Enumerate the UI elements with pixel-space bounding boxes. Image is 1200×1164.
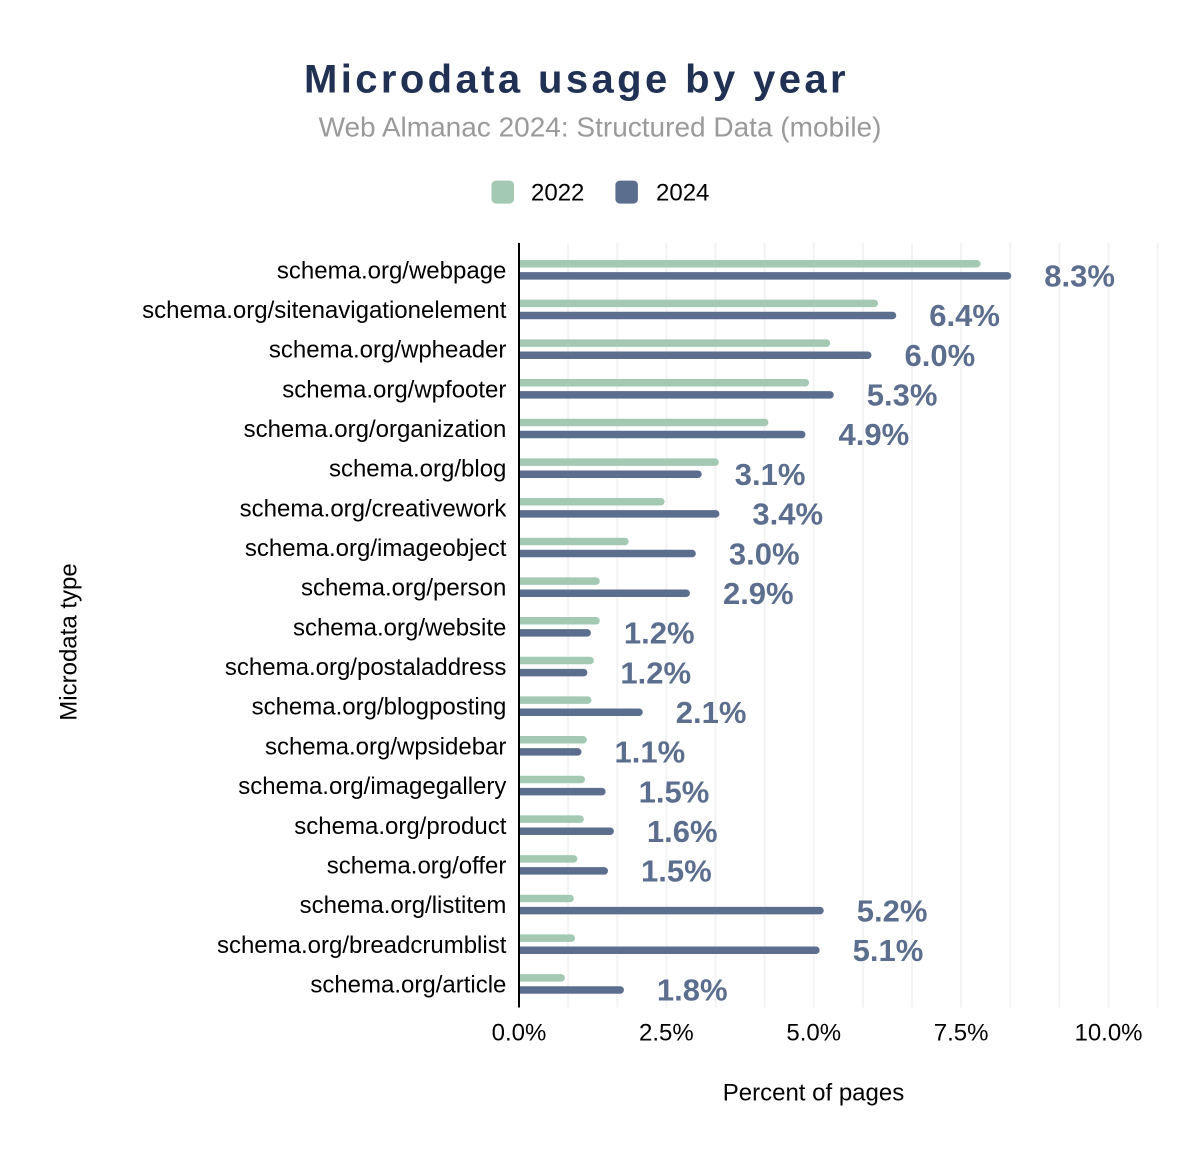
svg-text:schema.org/person: schema.org/person	[301, 575, 506, 602]
svg-text:Microdata usage by year: Microdata usage by year	[304, 58, 849, 102]
svg-text:5.1%: 5.1%	[853, 933, 924, 968]
svg-text:schema.org/imageobject: schema.org/imageobject	[245, 535, 507, 562]
svg-text:1.5%: 1.5%	[639, 774, 710, 809]
svg-text:schema.org/creativework: schema.org/creativework	[240, 495, 508, 522]
svg-text:schema.org/sitenavigationeleme: schema.org/sitenavigationelement	[142, 297, 507, 324]
svg-text:3.1%: 3.1%	[735, 457, 806, 492]
svg-text:Microdata type: Microdata type	[56, 563, 83, 720]
svg-text:1.1%: 1.1%	[614, 735, 685, 770]
svg-text:schema.org/wpfooter: schema.org/wpfooter	[282, 376, 506, 403]
svg-text:2.1%: 2.1%	[676, 695, 747, 730]
svg-text:schema.org/article: schema.org/article	[310, 971, 506, 998]
svg-text:schema.org/offer: schema.org/offer	[327, 852, 507, 879]
svg-text:schema.org/postaladdress: schema.org/postaladdress	[225, 654, 506, 681]
svg-text:4.9%: 4.9%	[839, 417, 910, 452]
svg-text:7.5%: 7.5%	[934, 1019, 989, 1046]
svg-text:2024: 2024	[656, 180, 709, 207]
svg-text:5.0%: 5.0%	[786, 1019, 841, 1046]
svg-text:5.3%: 5.3%	[867, 378, 938, 413]
svg-text:1.2%: 1.2%	[620, 655, 691, 690]
svg-text:6.0%: 6.0%	[905, 338, 976, 373]
svg-text:Percent of pages: Percent of pages	[723, 1080, 904, 1107]
svg-text:schema.org/website: schema.org/website	[293, 614, 506, 641]
svg-text:3.4%: 3.4%	[752, 497, 823, 532]
svg-text:schema.org/wpheader: schema.org/wpheader	[269, 337, 506, 364]
svg-text:0.0%: 0.0%	[492, 1019, 547, 1046]
svg-text:8.3%: 8.3%	[1044, 259, 1115, 294]
svg-text:schema.org/breadcrumblist: schema.org/breadcrumblist	[217, 932, 507, 959]
svg-text:10.0%: 10.0%	[1074, 1019, 1142, 1046]
svg-text:6.4%: 6.4%	[929, 298, 1000, 333]
svg-text:2022: 2022	[531, 180, 584, 207]
svg-text:1.5%: 1.5%	[641, 854, 712, 889]
svg-text:2.9%: 2.9%	[723, 576, 794, 611]
svg-text:1.6%: 1.6%	[647, 814, 718, 849]
svg-text:schema.org/product: schema.org/product	[294, 813, 506, 840]
svg-text:schema.org/wpsidebar: schema.org/wpsidebar	[265, 733, 506, 760]
svg-text:schema.org/blogposting: schema.org/blogposting	[252, 694, 507, 721]
svg-text:schema.org/organization: schema.org/organization	[244, 416, 507, 443]
svg-text:1.8%: 1.8%	[657, 973, 728, 1008]
svg-text:1.2%: 1.2%	[624, 616, 695, 651]
svg-text:3.0%: 3.0%	[729, 536, 800, 571]
svg-text:5.2%: 5.2%	[857, 893, 928, 928]
svg-text:schema.org/imagegallery: schema.org/imagegallery	[238, 773, 506, 800]
svg-text:schema.org/webpage: schema.org/webpage	[277, 257, 506, 284]
svg-text:2.5%: 2.5%	[639, 1019, 694, 1046]
svg-text:schema.org/blog: schema.org/blog	[329, 456, 506, 483]
svg-text:schema.org/listitem: schema.org/listitem	[300, 892, 507, 919]
svg-text:Web Almanac 2024: Structured D: Web Almanac 2024: Structured Data (mobil…	[319, 111, 882, 142]
